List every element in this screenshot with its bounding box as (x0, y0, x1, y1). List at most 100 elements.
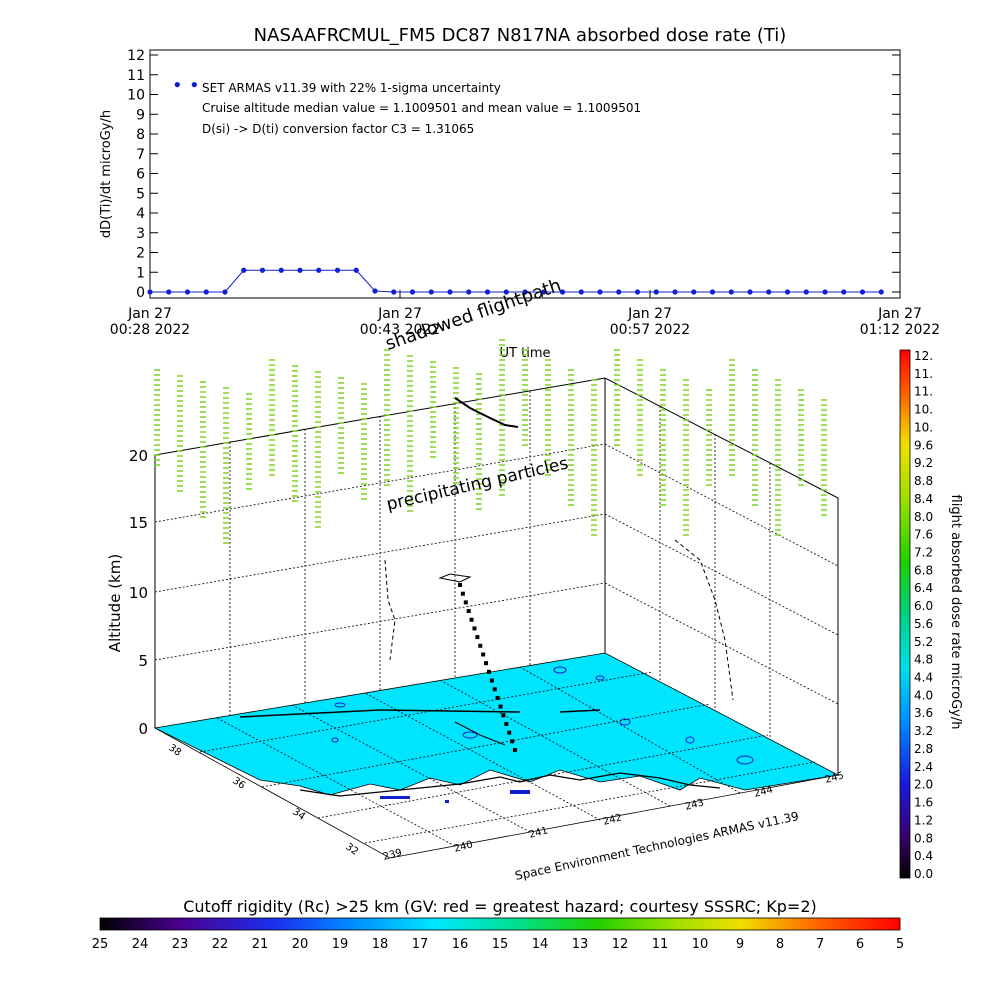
dose-rate-point (316, 267, 322, 273)
longitude-tick-label: 241 (528, 825, 549, 841)
dose-rate-colorbar-tick: 5.2 (914, 635, 933, 649)
dose-rate-colorbar-tick: 7.2 (914, 545, 933, 559)
cutoff-rigidity-colorbar-tick: 25 (92, 937, 109, 952)
cutoff-rigidity-colorbar: Cutoff rigidity (Rc) >25 km (GV: red = g… (92, 897, 904, 952)
cutoff-rigidity-colorbar-tick: 22 (212, 937, 229, 952)
flight-path-point (495, 695, 500, 700)
flight-path-point (492, 687, 497, 692)
top-y-axis-label: dD(Ti)/dt microGy/h (99, 110, 114, 238)
flight-path-point (481, 652, 486, 657)
cutoff-rigidity-colorbar-label: Cutoff rigidity (Rc) >25 km (GV: red = g… (183, 897, 817, 916)
dose-rate-point (241, 267, 247, 273)
dose-rate-point (353, 267, 359, 273)
dose-rate-colorbar-tick: 3.2 (914, 724, 933, 738)
dose-rate-colorbar-tick: 5.6 (914, 617, 933, 631)
flight-path-point (486, 669, 491, 674)
dose-rate-colorbar-tick: 11. (914, 367, 933, 381)
latitude-tick-label: 34 (290, 806, 307, 822)
dose-rate-colorbar-tick: 4.0 (914, 688, 933, 702)
flight-path-point (458, 583, 462, 587)
flight-path-point (472, 626, 477, 631)
cutoff-rigidity-colorbar-tick: 24 (132, 937, 149, 952)
flight-path-point (507, 730, 512, 735)
altitude-tick-label: 10 (129, 584, 148, 602)
top-y-tick-label: 4 (136, 206, 145, 222)
chart-title: NASAAFRCMUL_FM5 DC87 N817NA absorbed dos… (254, 25, 787, 46)
longitude-tick-label: 244 (753, 784, 774, 800)
dose-rate-point (578, 289, 584, 295)
cutoff-rigidity-colorbar-tick: 15 (492, 937, 509, 952)
flight-path-point (469, 617, 474, 622)
dose-rate-point (484, 289, 491, 295)
dose-rate-point (878, 289, 884, 295)
dose-rate-colorbar-tick: 10. (914, 420, 933, 434)
dose-rate-colorbar-tick: 10. (914, 403, 933, 417)
dose-rate-point (409, 289, 416, 295)
top-y-tick-label: 0 (136, 285, 145, 301)
dose-rate-colorbar-tick: 2.4 (914, 760, 933, 774)
dose-rate-point (503, 289, 509, 295)
dose-rate-colorbar-tick: 1.2 (914, 813, 933, 827)
cutoff-rigidity-colorbar-tick: 6 (856, 937, 864, 952)
credit-label: Space Environment Technologies ARMAS v11… (514, 809, 800, 883)
dose-rate-point (184, 289, 191, 295)
cutoff-rigidity-colorbar-gradient (99, 917, 901, 931)
dose-rate-colorbar-tick: 2.8 (914, 742, 933, 756)
dose-rate-point (841, 289, 847, 295)
cutoff-rigidity-colorbar-tick: 23 (172, 937, 189, 952)
precipitating-particles-label: precipitating particles (385, 454, 571, 515)
altitude-tick-label: 5 (138, 652, 148, 670)
top-x-tick-label-time: 00:57 2022 (610, 322, 690, 338)
dose-rate-colorbar-tick: 0.4 (914, 849, 933, 863)
dose-rate-point (709, 289, 716, 295)
dose-rate-point (191, 82, 197, 88)
precipitating-particles (154, 339, 827, 544)
dose-rate-point (391, 289, 397, 295)
dose-rate-point (747, 289, 753, 295)
top-series (147, 82, 884, 295)
dose-rate-colorbar-tick: 7.6 (914, 528, 933, 542)
dose-rate-colorbar-tick: 6.0 (914, 599, 933, 613)
dose-rate-colorbar-tick: 4.8 (914, 653, 933, 667)
altitude-tick-label: 0 (138, 720, 148, 738)
dose-rate-point (203, 289, 209, 295)
dose-rate-colorbar-tick: 2.0 (914, 778, 933, 792)
top-x-tick-label-date: Jan 27 (877, 306, 922, 322)
flight-path-point (501, 713, 506, 718)
flight-path-point (460, 591, 465, 596)
top-x-tick-label-time: 01:12 2022 (860, 322, 940, 338)
dose-rate-point (597, 289, 603, 295)
longitude-tick-label: 240 (453, 839, 474, 855)
dose-rate-point (147, 289, 153, 295)
top-y-tick-label: 7 (136, 147, 145, 163)
dose-rate-point (822, 289, 828, 295)
top-x-tick-label-time: 00:28 2022 (110, 322, 190, 338)
cutoff-rigidity-colorbar-tick: 19 (332, 937, 349, 952)
dose-rate-colorbar-tick: 6.8 (914, 563, 933, 577)
top-y-tick-label: 9 (136, 107, 145, 123)
dose-rate-point (259, 267, 266, 273)
dose-rate-point (466, 289, 472, 295)
dose-rate-point (616, 289, 622, 295)
coastline (299, 772, 721, 797)
top-x-axis-label: UT time (500, 346, 551, 361)
dose-rate-point (297, 267, 303, 273)
top-y-tick-label: 10 (127, 88, 145, 104)
top-y-tick-label: 1 (136, 265, 145, 281)
dose-rate-line (150, 269, 882, 293)
dose-rate-colorbar-tick: 11. (914, 385, 933, 399)
top-y-tick-label: 6 (136, 167, 145, 183)
surface-contours (239, 666, 754, 765)
dose-rate-point (728, 289, 734, 295)
cutoff-rigidity-colorbar-tick: 14 (532, 937, 549, 952)
cutoff-rigidity-colorbar-tick: 10 (692, 937, 709, 952)
dose-rate-point (174, 82, 180, 88)
dose-rate-colorbar: 12. 11. 11. 10. 10. 9.6 9.2 8.8 8.4 8.0 7.6 7.2 6.8 6… (899, 349, 963, 881)
longitude-tick-label: 245 (824, 770, 845, 786)
cutoff-rigidity-colorbar-tick: 16 (452, 937, 469, 952)
cutoff-rigidity-surface (153, 652, 840, 796)
cutoff-rigidity-colorbar-tick: 7 (816, 937, 824, 952)
cutoff-rigidity-colorbar-tick: 5 (896, 937, 904, 952)
